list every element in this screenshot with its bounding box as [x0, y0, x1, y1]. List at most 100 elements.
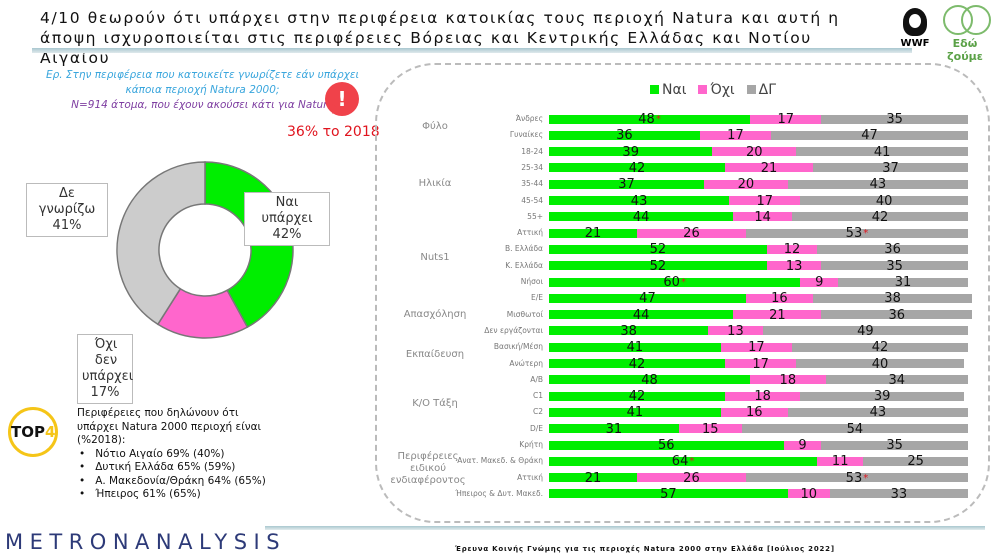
group-label: Περιφέρειες ειδικού ενδιαφέροντος [390, 451, 466, 487]
data-label: 20 [746, 144, 763, 160]
bar-segment-dk [745, 228, 968, 238]
row-label: Αττική [517, 472, 543, 482]
bar-segment-no [712, 147, 797, 157]
bar-segment-yes [549, 424, 679, 434]
data-label: 17 [748, 340, 765, 356]
data-label: 42 [628, 356, 646, 372]
data-label: 38 [884, 291, 901, 307]
group-label: Nuts1 [420, 251, 450, 263]
bar-segment-no [724, 163, 813, 173]
significance-mark: * [863, 472, 869, 484]
bar-segment-yes [549, 147, 713, 157]
badge-text: TOP [11, 423, 45, 441]
callout-dk: Δε γνωρίζω 41% [26, 183, 108, 237]
row-label: Ανώτερη [509, 358, 543, 368]
row-label: Β. Ελλάδα [504, 244, 543, 254]
row-label: Νήσοι [520, 277, 543, 286]
slice-value: 42% [272, 227, 302, 242]
data-label: 9 [815, 275, 824, 290]
bar-segment-yes [549, 212, 734, 222]
data-label: 16 [746, 405, 763, 421]
data-label: 12 [783, 242, 801, 258]
data-label: 35 [886, 438, 903, 453]
data-label: 26 [683, 226, 700, 242]
data-label: 21 [584, 470, 602, 486]
tree-icon [935, 3, 995, 37]
data-label: 14 [754, 209, 771, 225]
data-label: 42 [628, 389, 646, 405]
data-label: 21 [584, 226, 602, 242]
data-label: 42 [871, 209, 889, 225]
row-label: Δεν εργάζονται [484, 325, 543, 335]
row-label: Κ. Ελλάδα [505, 260, 543, 270]
data-label: 17 [756, 193, 774, 209]
bar-segment-yes [549, 456, 818, 466]
bar-segment-no [800, 277, 839, 287]
significance-mark: * [655, 114, 661, 125]
bar-segment-yes [549, 342, 721, 352]
footer-divider [265, 526, 985, 530]
data-label: 11 [831, 454, 849, 470]
bar-segment-yes [549, 179, 705, 189]
data-label: 21 [760, 160, 778, 176]
significance-mark: * [680, 277, 686, 288]
slice-label: Όχι δεν υπάρχει [82, 337, 134, 384]
row-label: C1 [532, 391, 543, 401]
slice-value: 41% [52, 218, 82, 233]
bar-segment-dk [812, 163, 968, 173]
row-label: Ανατ. Μακεδ. & Θράκη [457, 456, 543, 466]
badge-number: 4 [44, 423, 56, 441]
row-label: 25-34 [521, 162, 543, 172]
data-label: 15 [702, 421, 719, 437]
slice-label: Ναι υπάρχει [261, 195, 313, 226]
data-label: 25 [907, 454, 924, 470]
bar-segment-yes [549, 473, 637, 483]
survey-question: Ερ. Στην περιφέρεια που κατοικείτε γνωρί… [30, 68, 375, 113]
bar-segment-yes [549, 244, 767, 254]
bar-segment-dk [800, 196, 968, 205]
footer-source: Έρευνα Κοινής Γνώμης για τις περιοχές Na… [455, 545, 835, 553]
bar-segment-yes [549, 489, 788, 499]
data-label: 42 [871, 340, 889, 356]
row-label: 35-44 [521, 179, 543, 189]
bar-segment-yes [549, 310, 734, 320]
bar-segment-dk [787, 407, 968, 417]
bar-segment-dk [792, 342, 968, 352]
bar-segment-yes [549, 359, 725, 368]
bar-segment-no [733, 212, 793, 222]
data-label: 33 [890, 486, 908, 502]
data-label: 43 [869, 405, 887, 421]
row-label: 45-54 [521, 195, 543, 205]
bar-segment-dk [762, 326, 968, 336]
donut-chart [116, 161, 294, 339]
list-item: Δυτική Ελλάδα 65% (59%) [79, 461, 277, 475]
list-item: Νότιο Αιγαίο 69% (40%) [79, 448, 277, 462]
bar-segment-yes [549, 277, 801, 287]
bar-segment-yes [549, 440, 784, 450]
group-label: Φύλο [422, 121, 448, 133]
data-label: 40 [875, 193, 893, 209]
data-label: 21 [769, 307, 786, 323]
data-label: 39 [873, 389, 891, 405]
bar-segment-yes [549, 375, 751, 385]
bar-segment-no [678, 424, 742, 434]
data-label: 9 [798, 438, 807, 453]
data-label: 36 [616, 128, 633, 144]
data-label: 39 [622, 144, 639, 160]
data-label: 36 [884, 242, 901, 258]
data-label: 54 [846, 421, 864, 437]
data-label: 43 [869, 177, 887, 193]
bar-segment-dk [829, 489, 968, 499]
data-label: 41 [626, 405, 644, 421]
bar-segment-yes [549, 326, 709, 336]
row-label: Γυναίκες [509, 130, 543, 140]
data-label: 52 [649, 242, 667, 258]
callout-no: Όχι δεν υπάρχει 17% [77, 334, 133, 404]
alert-icon: ! [325, 82, 359, 116]
row-label: Α/Β [530, 374, 543, 384]
top4-list: Περιφέρειες που δηλώνουν ότι υπάρχει Nat… [77, 407, 277, 502]
bar-segment-dk [821, 440, 968, 450]
bar-segment-yes [549, 293, 746, 303]
bar-segment-dk [745, 473, 968, 483]
data-label: 18 [779, 372, 797, 388]
